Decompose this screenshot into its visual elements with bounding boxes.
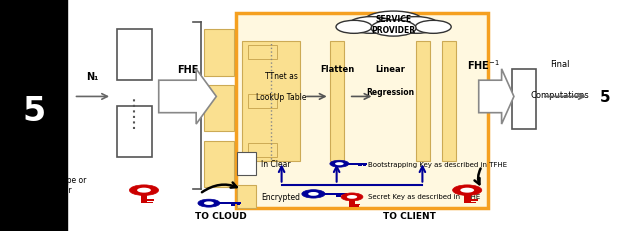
Text: Identity, Reshape or
Public Layer: Identity, Reshape or Public Layer xyxy=(10,175,86,195)
Bar xyxy=(464,190,470,204)
Bar xyxy=(0,0,67,231)
Bar xyxy=(237,185,256,208)
Bar xyxy=(242,42,300,162)
Bar xyxy=(248,46,277,60)
Circle shape xyxy=(460,188,474,193)
Text: 5: 5 xyxy=(22,94,45,127)
Bar xyxy=(117,106,152,157)
Text: TO CLOUD: TO CLOUD xyxy=(195,212,246,220)
Text: N₁: N₁ xyxy=(86,71,99,81)
Circle shape xyxy=(302,190,325,198)
Circle shape xyxy=(363,12,424,34)
Polygon shape xyxy=(159,70,216,125)
Bar xyxy=(248,95,277,109)
Bar xyxy=(314,193,347,195)
Bar xyxy=(355,206,359,207)
Text: Computations: Computations xyxy=(531,90,589,99)
Text: SERVICE
PROVIDER: SERVICE PROVIDER xyxy=(372,15,415,35)
Bar xyxy=(236,14,488,208)
Circle shape xyxy=(204,201,214,205)
Circle shape xyxy=(198,199,220,207)
Text: Bootstrapping Key as described in TFHE: Bootstrapping Key as described in TFHE xyxy=(368,161,507,167)
Text: TO CLIENT: TO CLIENT xyxy=(383,212,436,220)
Bar xyxy=(141,190,147,204)
Circle shape xyxy=(137,188,151,193)
Bar xyxy=(204,85,234,132)
Bar xyxy=(248,143,277,157)
Bar xyxy=(209,202,241,204)
Bar xyxy=(339,163,367,165)
Text: Linear: Linear xyxy=(376,65,405,74)
Bar xyxy=(117,30,152,81)
Circle shape xyxy=(452,185,482,196)
Bar xyxy=(236,14,488,208)
Circle shape xyxy=(347,195,357,199)
Bar xyxy=(147,199,154,201)
Text: LookUp Table: LookUp Table xyxy=(257,93,307,101)
Bar xyxy=(355,204,360,205)
Polygon shape xyxy=(479,70,514,125)
Text: FHE$^{-1}$: FHE$^{-1}$ xyxy=(467,58,500,72)
Bar xyxy=(230,204,234,206)
Bar xyxy=(342,195,346,196)
Bar xyxy=(470,202,476,203)
Circle shape xyxy=(336,21,372,34)
Circle shape xyxy=(415,21,451,34)
Bar xyxy=(237,204,240,206)
Bar xyxy=(330,42,344,162)
Bar xyxy=(204,30,234,76)
Text: Regression: Regression xyxy=(366,88,415,97)
Text: Flatten: Flatten xyxy=(320,65,355,74)
Text: In Clear: In Clear xyxy=(261,160,291,168)
Text: Secret Key as described in TFHE: Secret Key as described in TFHE xyxy=(368,193,480,199)
Bar xyxy=(358,165,362,166)
Text: Encrypted: Encrypted xyxy=(261,192,300,201)
Bar xyxy=(204,141,234,187)
Text: 5: 5 xyxy=(600,90,610,104)
Text: Final: Final xyxy=(550,60,570,69)
Bar xyxy=(512,69,536,129)
Circle shape xyxy=(371,21,416,37)
Circle shape xyxy=(308,192,319,196)
Bar xyxy=(416,42,430,162)
Circle shape xyxy=(348,18,394,34)
Bar xyxy=(147,202,153,203)
Circle shape xyxy=(335,162,344,166)
Circle shape xyxy=(330,161,349,167)
Circle shape xyxy=(341,193,363,201)
Bar xyxy=(442,42,456,162)
Text: FHE: FHE xyxy=(177,64,198,74)
Bar xyxy=(364,165,366,166)
Circle shape xyxy=(129,185,159,196)
Circle shape xyxy=(393,18,439,34)
Bar xyxy=(337,195,340,197)
Text: N₁: N₁ xyxy=(42,147,54,158)
Bar xyxy=(349,197,355,207)
Bar xyxy=(470,199,477,201)
Text: TTnet as: TTnet as xyxy=(265,72,298,81)
Bar xyxy=(237,152,256,176)
